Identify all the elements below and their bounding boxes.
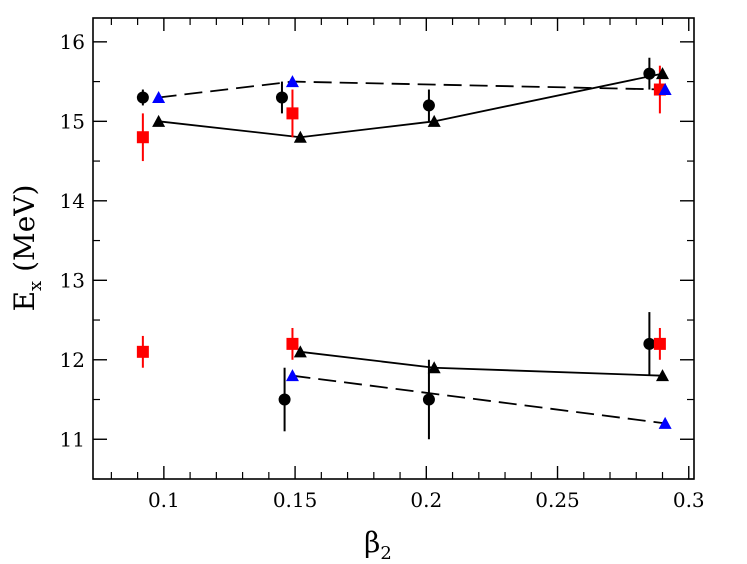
blue-triangles-lower-point bbox=[658, 416, 672, 429]
black-circles-point bbox=[422, 99, 435, 112]
red-squares-point bbox=[136, 345, 149, 358]
black-triangles-upper-point bbox=[293, 130, 307, 143]
black-circles-point bbox=[422, 393, 435, 406]
blue-triangles-upper-point bbox=[658, 83, 672, 96]
y-tick-label: 13 bbox=[60, 268, 85, 292]
markers bbox=[136, 67, 672, 429]
x-axis-title-sub: 2 bbox=[380, 543, 391, 564]
y-axis-title-sub: x bbox=[25, 281, 46, 291]
black-circles-point bbox=[278, 393, 291, 406]
plot-frame bbox=[92, 17, 695, 480]
blue-triangles-upper-point bbox=[285, 75, 299, 88]
black-triangles-lower-point bbox=[656, 369, 670, 382]
y-tick-label: 14 bbox=[60, 189, 85, 213]
black-triangles-lower-line bbox=[300, 350, 663, 377]
blue-triangles-upper-point bbox=[152, 90, 166, 103]
black-triangles-upper-point bbox=[427, 114, 441, 127]
red-squares-point bbox=[286, 337, 299, 350]
x-tick-label: 0.15 bbox=[273, 488, 318, 512]
x-tick-label: 0.2 bbox=[410, 488, 442, 512]
black-triangles-upper-point bbox=[656, 67, 670, 80]
y-axis-title-main: E bbox=[8, 291, 41, 311]
ticks bbox=[93, 18, 694, 480]
blue-triangles-lower-point bbox=[285, 369, 299, 382]
black-circles-point bbox=[643, 337, 656, 350]
error-bars bbox=[141, 57, 661, 440]
series-lines bbox=[158, 72, 666, 425]
x-tick-label: 0.3 bbox=[673, 488, 705, 512]
y-tick-label: 11 bbox=[60, 427, 85, 451]
black-circles-point bbox=[643, 67, 656, 80]
black-circles-point bbox=[136, 91, 149, 104]
x-axis-title-main: β bbox=[364, 526, 380, 559]
tick-labels: 0.1 0.15 0.2 0.25 0.3 11 12 13 14 15 16 bbox=[60, 30, 705, 512]
black-triangles-upper-point bbox=[152, 114, 166, 127]
black-triangles-lower-point bbox=[293, 345, 307, 358]
red-squares-point bbox=[136, 131, 149, 144]
red-squares-point bbox=[286, 107, 299, 120]
y-axis-title: Ex (MeV) bbox=[8, 185, 46, 312]
x-tick-label: 0.25 bbox=[535, 488, 580, 512]
y-axis-title-rest: (MeV) bbox=[8, 185, 41, 281]
red-squares-point bbox=[653, 337, 666, 350]
black-circles-point bbox=[275, 91, 288, 104]
blue-triangles-lower-line bbox=[292, 374, 666, 425]
y-tick-label: 12 bbox=[60, 348, 85, 372]
black-triangles-upper-line bbox=[158, 72, 663, 139]
black-triangles-lower-point bbox=[427, 361, 441, 374]
y-tick-label: 15 bbox=[60, 109, 85, 133]
x-tick-label: 0.1 bbox=[148, 488, 180, 512]
x-axis-title: β2 bbox=[364, 526, 392, 564]
y-tick-label: 16 bbox=[60, 30, 85, 54]
